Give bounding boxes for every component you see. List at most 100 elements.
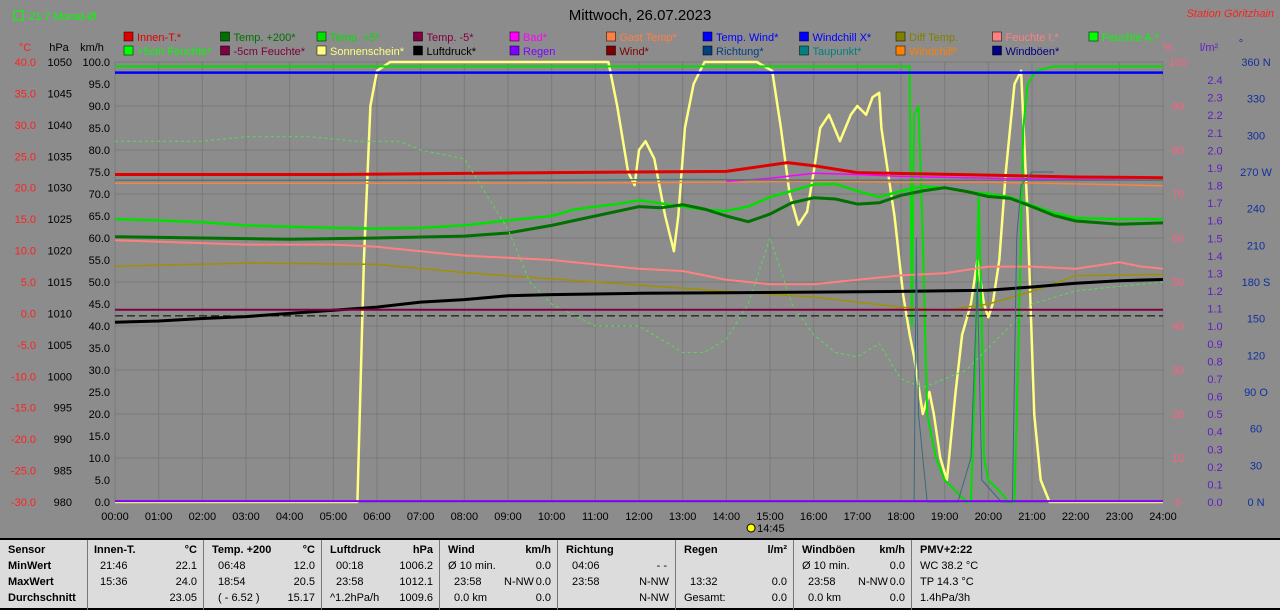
regen-r2a: 13:32 <box>690 576 718 588</box>
rain-tick-label: 0.9 <box>1207 339 1222 351</box>
legend-item: Luftdruck* <box>427 46 477 58</box>
legend-item: Gast Temp* <box>620 32 678 44</box>
boeen-title: Windböen <box>802 544 856 556</box>
legend-swatch <box>509 45 520 56</box>
rain-tick-label: 0.4 <box>1207 427 1222 439</box>
x-tick-label: 07:00 <box>407 511 435 523</box>
legend-swatch <box>799 31 809 42</box>
legend-item: Windböen* <box>1006 46 1061 58</box>
station-name: Station Göritzhain <box>1187 8 1274 20</box>
temp-tick-label: -25.0 <box>11 466 36 478</box>
rain-tick-label: 0.6 <box>1207 392 1222 404</box>
percent-tick-label: 90 <box>1172 101 1184 113</box>
wind-r3a: 0.0 km <box>454 592 488 604</box>
x-tick-label: 10:00 <box>538 511 566 523</box>
stats-regen: Regen l/m² 13:32 0.0 Gesamt: 0.0 <box>676 540 794 610</box>
time-marker-label: 14:45 <box>757 523 785 535</box>
speed-tick-label: 60.0 <box>89 233 110 245</box>
legend-swatch <box>413 31 423 42</box>
series-line <box>913 171 1054 503</box>
pressure-tick-label: 980 <box>54 497 72 509</box>
month-average: 21.7 Monat-Ø <box>29 11 97 23</box>
time-marker-icon <box>746 523 756 533</box>
legend-swatch <box>895 45 906 56</box>
speed-tick-label: 25.0 <box>89 387 110 399</box>
temp-tick-label: -20.0 <box>11 434 36 446</box>
legend-swatch <box>316 31 327 42</box>
pressure-tick-label: 1050 <box>48 57 72 69</box>
rain-tick-label: 0.8 <box>1207 356 1222 368</box>
rain-tick-label: 1.8 <box>1207 181 1222 193</box>
temp-tick-label: 0.0 <box>21 308 36 320</box>
rain-tick-label: 2.4 <box>1207 75 1222 87</box>
x-tick-label: 19:00 <box>931 511 959 523</box>
legend-item: Windchill X* <box>813 32 872 44</box>
direction-tick-label: 270 W <box>1240 167 1272 179</box>
legend-item: Temp. Wind* <box>716 32 779 44</box>
temp-tick-label: -15.0 <box>11 403 36 415</box>
legend-item: Richtung* <box>716 46 764 58</box>
stats-pmv: PMV+2:22 WC 38.2 °C TP 14.3 °C 1.4hPa/3h <box>912 540 1280 610</box>
speed-unit: km/h <box>80 42 104 54</box>
boeen-r2a: 23:58 <box>808 576 836 588</box>
direction-tick-label: 60 <box>1250 424 1262 436</box>
legend-item: Regen <box>523 46 555 58</box>
legend-item: +5cm Feuchte* <box>137 46 212 58</box>
series-line <box>114 186 1164 241</box>
pressure-tick-label: 990 <box>54 434 72 446</box>
x-tick-label: 23:00 <box>1106 511 1134 523</box>
pressure-tick-label: 1000 <box>48 371 72 383</box>
regen-r3a: Gesamt: <box>684 592 726 604</box>
percent-tick-label: 20 <box>1172 409 1184 421</box>
speed-tick-label: 65.0 <box>89 211 110 223</box>
pressure-tick-label: 1005 <box>48 340 72 352</box>
temp200-min-time: 06:48 <box>218 560 246 572</box>
boeen-r3b: 0.0 <box>889 592 905 604</box>
rain-tick-label: 1.1 <box>1207 304 1222 316</box>
innen-avg: 23.05 <box>169 592 197 604</box>
label-max: MaxWert <box>8 576 54 588</box>
direction-tick-label: 120 <box>1247 350 1265 362</box>
legend-swatch <box>895 31 906 42</box>
rain-tick-label: 1.7 <box>1207 198 1222 210</box>
temp200-unit: °C <box>302 544 315 556</box>
legend-swatch <box>123 31 134 42</box>
pressure-tick-label: 1020 <box>48 246 72 258</box>
direction-unit: ° <box>1239 38 1243 50</box>
rain-tick-label: 0.3 <box>1207 444 1222 456</box>
direction-tick-label: 360 N <box>1241 57 1270 69</box>
series-line <box>114 239 1164 286</box>
temp200-title: Temp. +200 <box>212 544 272 556</box>
speed-tick-label: 85.0 <box>89 123 110 135</box>
x-tick-label: 20:00 <box>975 511 1003 523</box>
x-tick-label: 24:00 <box>1149 511 1177 523</box>
pmv-title: PMV+2:22 <box>920 544 973 556</box>
luftdruck-avg-note: ^1.2hPa/h <box>330 592 380 604</box>
pressure-tick-label: 1045 <box>48 88 72 100</box>
pressure-tick-label: 1015 <box>48 277 72 289</box>
wind-r2a: 23:58 <box>454 576 482 588</box>
pressure-tick-label: 1030 <box>48 183 72 195</box>
x-tick-label: 12:00 <box>625 511 653 523</box>
series-line <box>115 136 1164 389</box>
temp200-avg: 15.17 <box>287 592 315 604</box>
avg-box-icon <box>13 10 24 21</box>
rain-tick-label: 1.9 <box>1207 163 1222 175</box>
direction-tick-label: 300 <box>1247 130 1265 142</box>
speed-tick-label: 5.0 <box>95 475 110 487</box>
legend-swatch <box>799 45 809 56</box>
x-tick-label: 05:00 <box>320 511 348 523</box>
legend-swatch <box>509 31 520 42</box>
x-tick-label: 22:00 <box>1062 511 1090 523</box>
pressure-tick-label: 1035 <box>48 151 72 163</box>
series-line <box>115 178 1163 181</box>
x-tick-label: 02:00 <box>189 511 217 523</box>
legend-swatch <box>316 45 327 56</box>
speed-tick-label: 20.0 <box>89 409 110 421</box>
direction-tick-label: 90 O <box>1244 387 1268 399</box>
percent-tick-label: 40 <box>1172 321 1184 333</box>
direction-tick-label: 30 <box>1250 460 1262 472</box>
rain-tick-label: 1.2 <box>1207 286 1222 298</box>
regen-title: Regen <box>684 544 718 556</box>
percent-tick-label: 70 <box>1172 189 1184 201</box>
